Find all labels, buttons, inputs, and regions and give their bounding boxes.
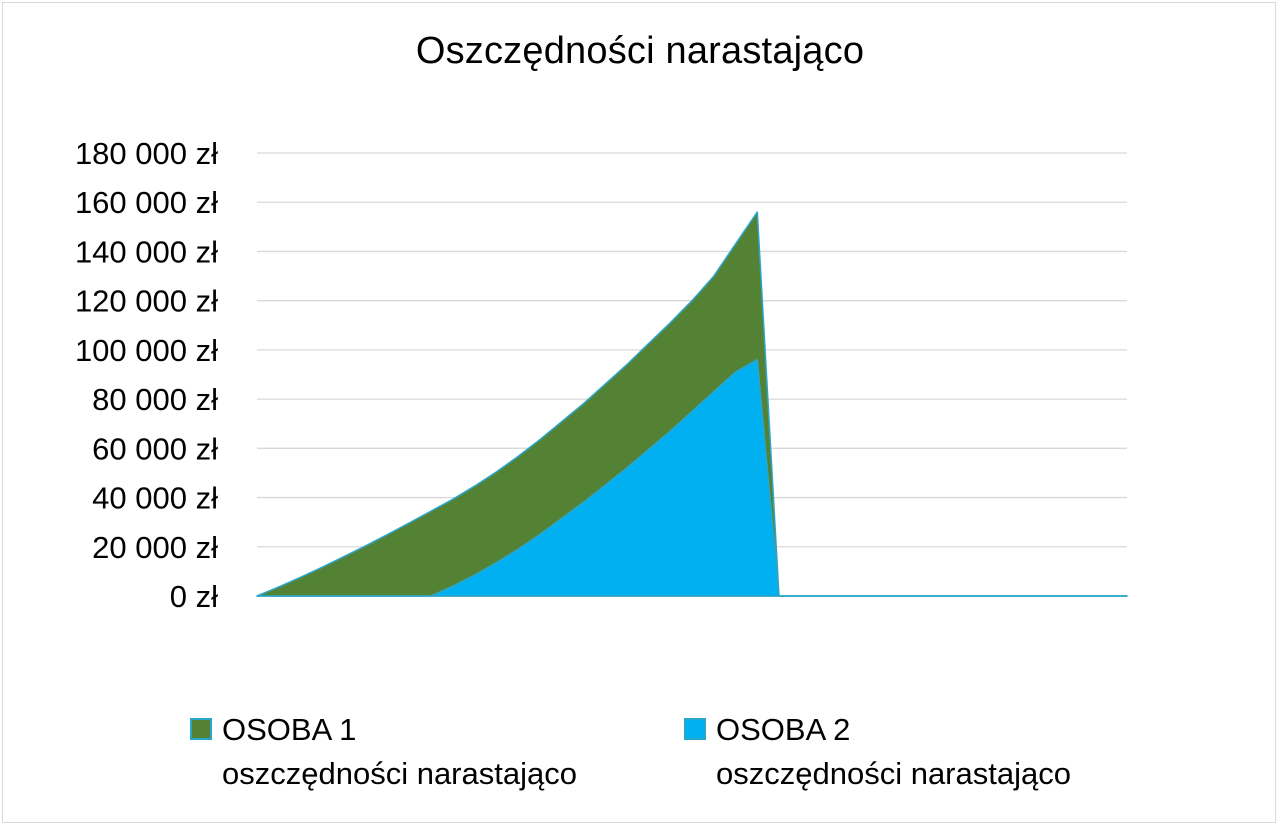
y-tick-label-9: 180 000 zł: [75, 136, 218, 171]
legend-label-osoba-2: OSOBA 2 oszczędności narastająco: [716, 708, 1071, 796]
legend-swatch-osoba-1: [190, 718, 212, 740]
y-tick-label-0: 0 zł: [170, 579, 218, 614]
chart-title: Oszczędności narastająco: [415, 30, 865, 72]
legend-swatch-osoba-2: [684, 718, 706, 740]
y-tick-label-4: 80 000 zł: [92, 382, 218, 417]
y-tick-label-8: 160 000 zł: [75, 185, 218, 220]
legend-label-osoba-2-line2: oszczędności narastająco: [716, 756, 1071, 791]
y-tick-label-3: 60 000 zł: [92, 431, 218, 466]
legend-label-osoba-1-line2: oszczędności narastająco: [222, 756, 577, 791]
y-tick-label-5: 100 000 zł: [75, 333, 218, 368]
y-tick-label-7: 140 000 zł: [75, 234, 218, 269]
y-tick-label-2: 40 000 zł: [92, 481, 218, 516]
legend: OSOBA 1 oszczędności narastająco OSOBA 2…: [0, 708, 1280, 808]
legend-label-osoba-1-line1: OSOBA 1: [222, 712, 357, 747]
legend-label-osoba-2-line1: OSOBA 2: [716, 712, 851, 747]
y-tick-label-1: 20 000 zł: [92, 530, 218, 565]
y-tick-label-6: 120 000 zł: [75, 284, 218, 319]
legend-label-osoba-1: OSOBA 1 oszczędności narastająco: [222, 708, 577, 796]
